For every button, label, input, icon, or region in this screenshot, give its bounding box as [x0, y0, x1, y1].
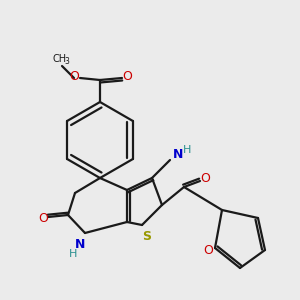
Text: N: N [75, 238, 85, 251]
Text: 3: 3 [64, 56, 69, 65]
Text: S: S [142, 230, 152, 242]
Text: O: O [69, 70, 79, 83]
Text: H: H [183, 145, 191, 155]
Text: N: N [173, 148, 183, 160]
Text: CH: CH [53, 54, 67, 64]
Text: O: O [38, 212, 48, 224]
Text: O: O [203, 244, 213, 256]
Text: O: O [122, 70, 132, 83]
Text: H: H [69, 249, 77, 259]
Text: O: O [200, 172, 210, 184]
